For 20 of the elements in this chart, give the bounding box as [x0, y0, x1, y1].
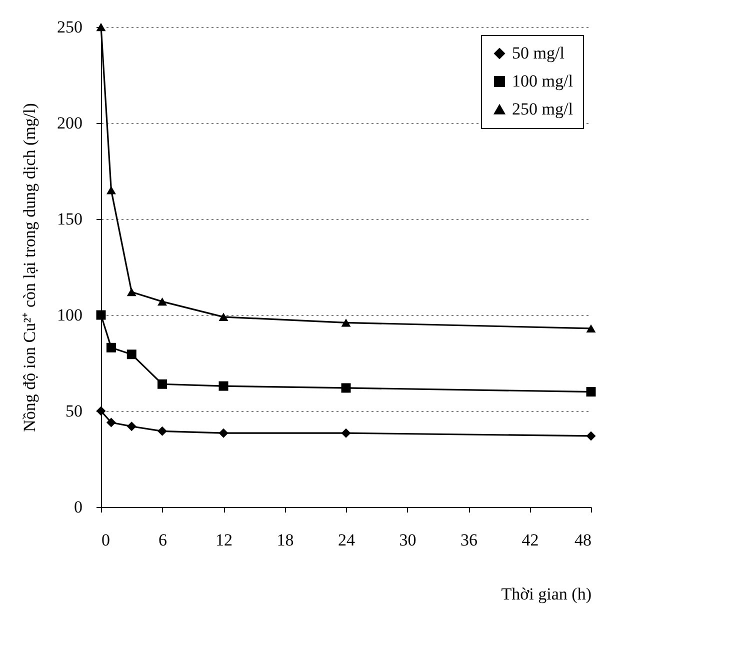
y-tick-label: 250: [57, 18, 82, 36]
x-tick-label: 48: [574, 530, 592, 550]
legend-label: 100 mg/l: [512, 72, 574, 90]
x-tick-label: 12: [216, 530, 232, 550]
y-tick-label: 0: [74, 498, 82, 516]
x-tick-label: 18: [276, 530, 294, 550]
y-tick-label: 150: [57, 210, 82, 228]
y-tick-label: 200: [57, 114, 82, 132]
x-tick-label: 36: [460, 530, 478, 550]
x-tick-label: 0: [102, 530, 110, 550]
legend-label: 50 mg/l: [512, 44, 565, 62]
x-tick-label: 42: [522, 530, 539, 550]
y-tick-label: 50: [66, 402, 82, 420]
x-axis-title: Thời gian (h): [501, 584, 592, 604]
y-axis-title: Nồng độ ion Cu²⁺ còn lại trong dung dịch (mg/l): [20, 103, 39, 432]
x-tick-label: 24: [338, 530, 356, 550]
legend-label: 250 mg/l: [512, 100, 574, 118]
x-tick-label: 30: [399, 530, 416, 550]
x-tick-label: 6: [158, 530, 167, 550]
y-tick-label: 100: [57, 306, 82, 324]
